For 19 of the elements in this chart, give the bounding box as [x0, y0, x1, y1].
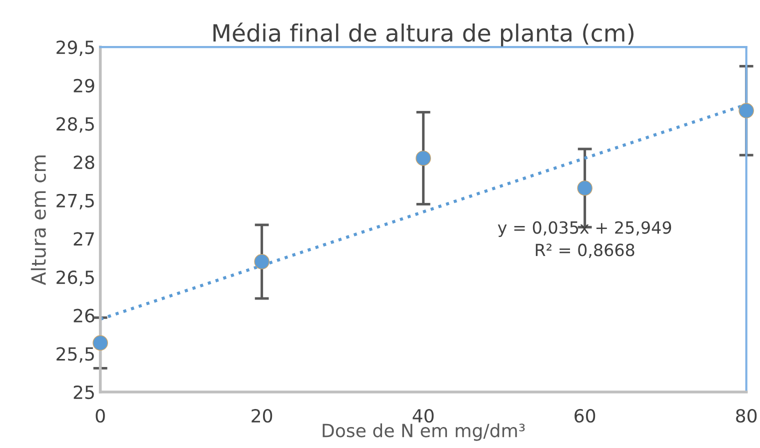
y-tick-label: 25,5: [56, 347, 94, 363]
x-tick-label: 80: [736, 408, 757, 423]
x-tick-label: 0: [96, 408, 105, 423]
y-tick-label: 26,5: [56, 270, 94, 286]
y-axis-title: Altura em cm: [30, 155, 46, 286]
y-tick-label: 27: [74, 232, 94, 246]
y-tick-label: 25: [74, 385, 94, 400]
y-tick-label: 29,5: [56, 40, 94, 56]
x-axis-title: Dose de N em mg/dm³: [322, 423, 525, 441]
x-tick-label: 40: [412, 408, 434, 423]
chart-title: Média final de altura de planta (cm): [213, 22, 634, 46]
y-tick-label: 26: [74, 308, 94, 322]
y-tick-label: 28: [74, 155, 94, 170]
x-tick-label: 20: [252, 408, 272, 423]
y-tick-label: 29: [74, 78, 94, 92]
y-tick-label: 28,5: [56, 117, 94, 133]
y-tick-label: 27,5: [56, 194, 94, 210]
x-tick-label: 60: [574, 408, 596, 423]
annotation: y = 0,035x + 25,949 R² = 0,8668: [498, 221, 672, 258]
